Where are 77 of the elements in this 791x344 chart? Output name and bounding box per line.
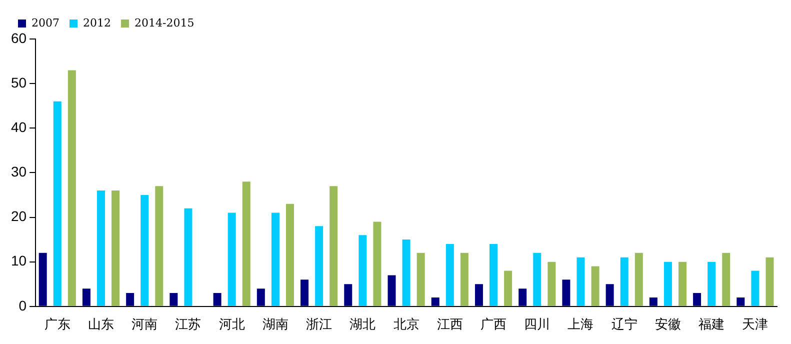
- bar: [140, 194, 149, 306]
- bar: [126, 293, 134, 306]
- bar: [664, 262, 672, 306]
- bar: [490, 244, 498, 306]
- bar: [271, 212, 280, 306]
- bar: [474, 284, 483, 306]
- y-tick-label: 0: [18, 297, 27, 314]
- x-tick-label: 江苏: [175, 318, 202, 333]
- bar: [766, 257, 774, 306]
- x-tick-label: 浙江: [306, 318, 332, 333]
- bar: [736, 297, 745, 306]
- y-tick-label: 60: [10, 30, 27, 46]
- y-tick-label: 30: [10, 164, 27, 180]
- x-tick-label: 天津: [742, 318, 768, 333]
- bar: [373, 222, 382, 306]
- bar: [620, 257, 628, 306]
- bar: [68, 70, 76, 306]
- bar: [228, 212, 236, 306]
- bar: [286, 204, 294, 306]
- bar: [431, 297, 440, 306]
- bar: [416, 252, 425, 306]
- bar: [256, 288, 265, 306]
- legend-label: 2014-2015: [134, 16, 194, 30]
- bar: [82, 288, 90, 306]
- bar: [242, 182, 250, 306]
- y-tick-label: 10: [10, 252, 27, 269]
- y-tick-label: 40: [10, 118, 27, 135]
- bar: [300, 280, 309, 306]
- bar: [112, 190, 120, 306]
- bar: [96, 190, 105, 306]
- y-tick-label: 50: [10, 74, 27, 90]
- bar: [38, 252, 47, 306]
- bar: [155, 186, 164, 306]
- bar: [533, 252, 542, 306]
- x-tick-label: 福建: [698, 318, 725, 333]
- bar: [344, 284, 352, 306]
- x-tick-label: 河北: [218, 318, 245, 333]
- bar: [606, 284, 614, 306]
- x-tick-label: 湖北: [350, 318, 376, 333]
- bar: [693, 293, 702, 306]
- x-tick-label: 湖南: [262, 318, 288, 333]
- bar: [751, 270, 760, 306]
- bar: [213, 293, 222, 306]
- bar: [53, 101, 62, 306]
- x-tick-label: 广东: [44, 318, 70, 333]
- bar: [402, 240, 410, 306]
- bar: [170, 293, 178, 306]
- bar: [330, 186, 338, 306]
- bar: [708, 262, 716, 306]
- bar: [446, 244, 454, 306]
- x-tick-label: 广西: [480, 318, 507, 333]
- y-tick-label: 20: [10, 208, 27, 224]
- bar: [591, 266, 600, 306]
- bar: [504, 270, 512, 306]
- x-tick-label: 辽宁: [611, 316, 638, 333]
- legend-label: 2007: [32, 16, 60, 30]
- bar: [562, 280, 570, 306]
- bar: [576, 257, 585, 306]
- legend-label: 2012: [82, 16, 111, 30]
- x-tick-label: 山东: [88, 318, 114, 333]
- bar: [358, 235, 367, 306]
- x-tick-label: 北京: [393, 318, 420, 333]
- bar: [678, 262, 686, 306]
- bar: [184, 208, 192, 306]
- bar: [518, 288, 527, 306]
- x-tick-label: 四川: [524, 318, 550, 333]
- x-tick-label: 河南: [132, 318, 158, 333]
- bar: [722, 252, 730, 306]
- bar: [649, 297, 658, 306]
- bar: [388, 275, 396, 306]
- bar: [460, 252, 468, 306]
- bar: [634, 252, 643, 306]
- x-tick-label: 安徽: [654, 316, 681, 333]
- bar: [315, 226, 324, 306]
- bar: [548, 262, 556, 306]
- x-tick-label: 江西: [436, 318, 463, 333]
- x-tick-label: 上海: [568, 318, 594, 333]
